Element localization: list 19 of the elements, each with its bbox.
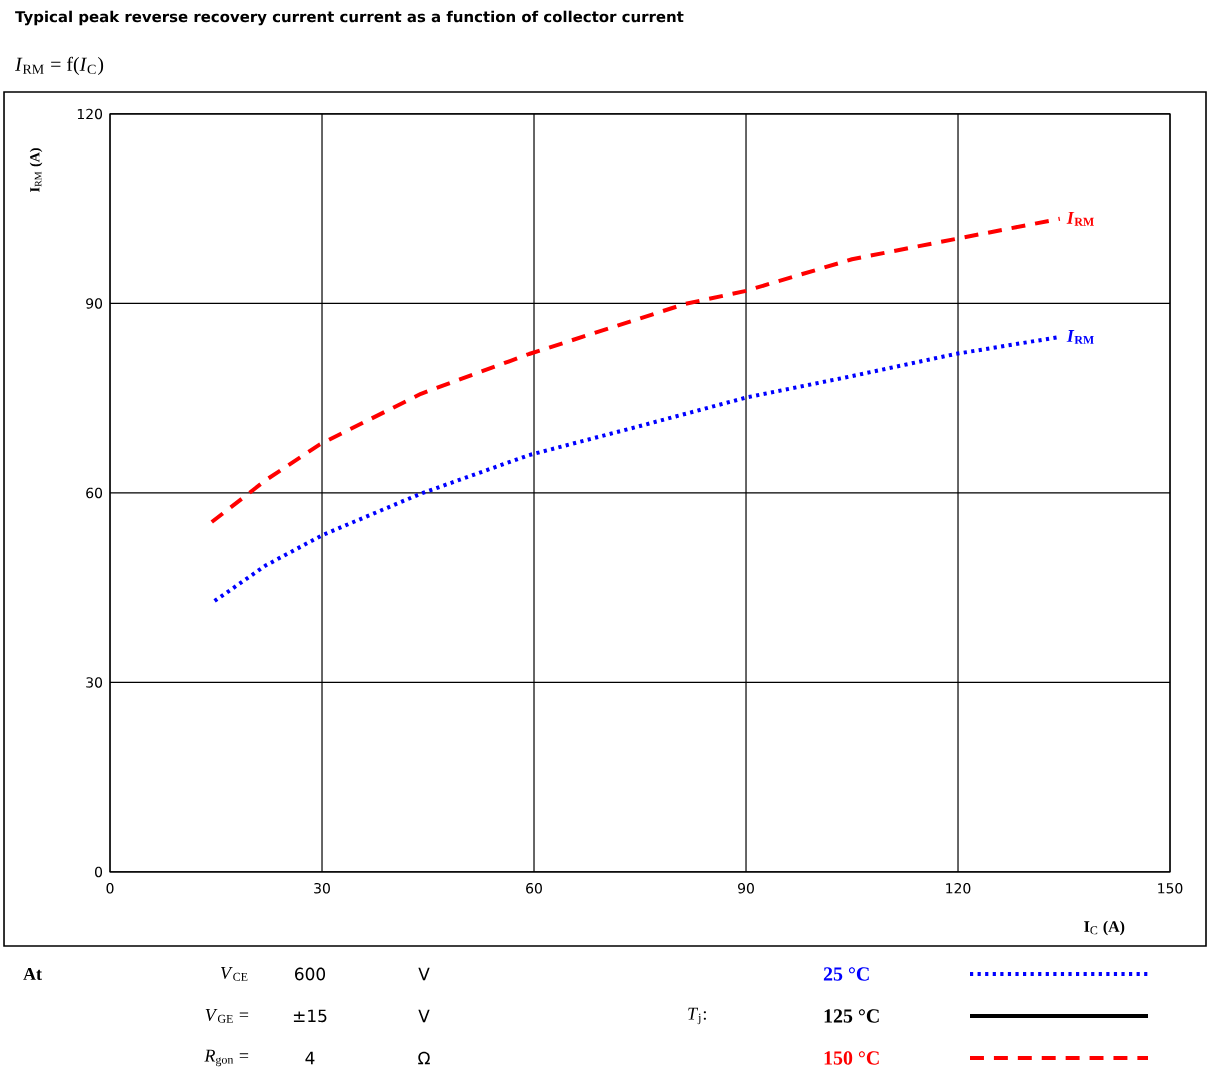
text: At xyxy=(23,967,42,980)
text: 4 xyxy=(305,1051,315,1065)
line-series xyxy=(212,334,1062,603)
text: R$_{gon}$ = xyxy=(204,1049,249,1067)
chart-subtitle: I$_{RM}$ = f(I$_{C}$) xyxy=(14,56,104,76)
annotation: I$_{RM}$ xyxy=(1066,330,1094,344)
legend-label: 125 °C xyxy=(824,1009,879,1023)
annotation: I$_{RM}$ xyxy=(1066,211,1094,226)
text: 600 xyxy=(295,967,326,981)
legend-title: T$_{j}$: xyxy=(688,1007,706,1025)
line-series xyxy=(209,216,1062,525)
text: V xyxy=(418,1009,430,1023)
text: Ω xyxy=(418,1051,430,1065)
text: V$_{GE}$ = xyxy=(205,1009,249,1023)
text: 25 °C xyxy=(823,967,869,981)
text: ±15 xyxy=(293,1009,327,1023)
text: V xyxy=(418,967,430,981)
text: V$_{CE}$ xyxy=(220,967,248,981)
text: 150 °C xyxy=(824,1051,879,1065)
